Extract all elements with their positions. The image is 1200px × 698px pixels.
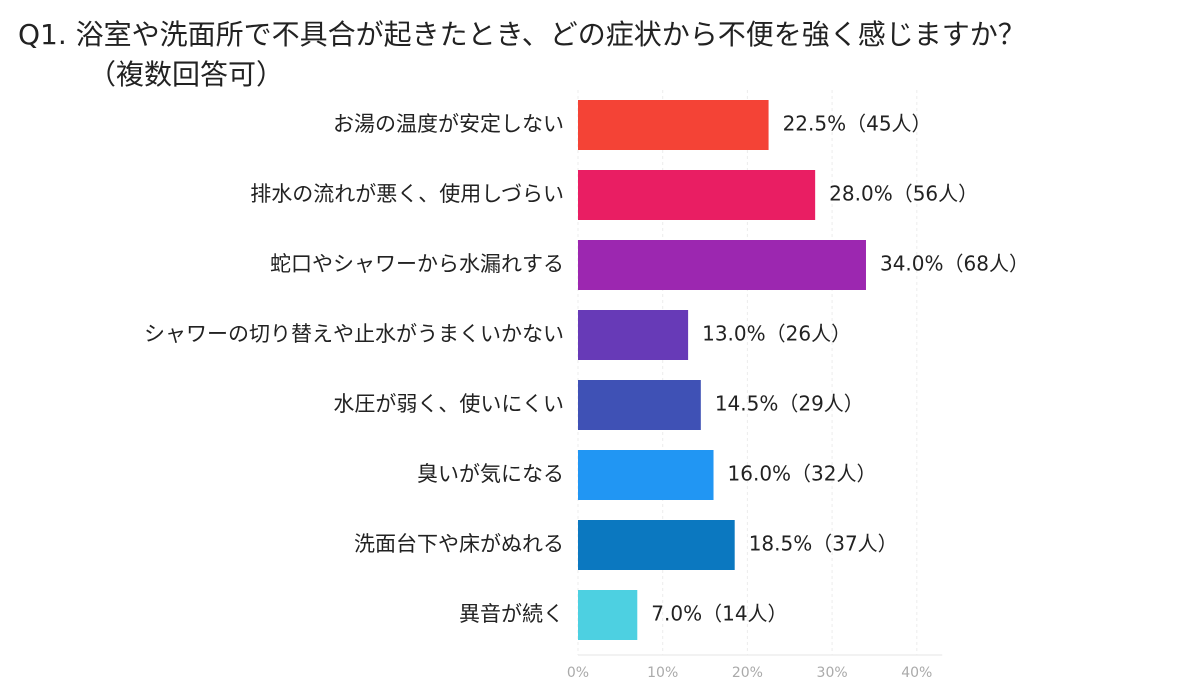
value-label: 34.0%（68人） [880, 252, 1029, 276]
bar [578, 590, 638, 640]
x-tick-label: 40% [901, 665, 932, 681]
value-label: 22.5%（45人） [783, 112, 932, 136]
value-label: 18.5%（37人） [749, 532, 898, 556]
value-label: 16.0%（32人） [728, 462, 877, 486]
x-tick-label: 20% [732, 665, 763, 681]
bar [578, 240, 866, 290]
value-label: 14.5%（29人） [715, 392, 864, 416]
category-label: 水圧が弱く、使いにくい [333, 392, 564, 416]
chart-subtitle: （複数回答可） [88, 58, 284, 91]
bar [578, 310, 689, 360]
bar [578, 100, 769, 150]
category-label: シャワーの切り替えや止水がうまくいかない [144, 322, 564, 346]
category-label: 異音が続く [459, 602, 564, 626]
category-label: 排水の流れが悪く、使用しづらい [250, 182, 564, 206]
category-label: お湯の温度が安定しない [333, 112, 564, 136]
value-label: 7.0%（14人） [651, 602, 787, 626]
x-tick-label: 30% [817, 665, 848, 681]
bar [578, 380, 701, 430]
value-label: 28.0%（56人） [829, 182, 978, 206]
bar [578, 450, 714, 500]
bar [578, 520, 735, 570]
bar [578, 170, 816, 220]
category-label: 蛇口やシャワーから水漏れする [270, 252, 564, 276]
category-label: 臭いが気になる [417, 462, 564, 486]
category-label: 洗面台下や床がぬれる [354, 532, 564, 556]
chart-title: Q1. 浴室や洗面所で不具合が起きたとき、どの症状から不便を強く感じますか？ [18, 18, 1026, 51]
value-label: 13.0%（26人） [702, 322, 851, 346]
x-tick-label: 10% [647, 665, 678, 681]
x-tick-label: 0% [567, 665, 589, 681]
